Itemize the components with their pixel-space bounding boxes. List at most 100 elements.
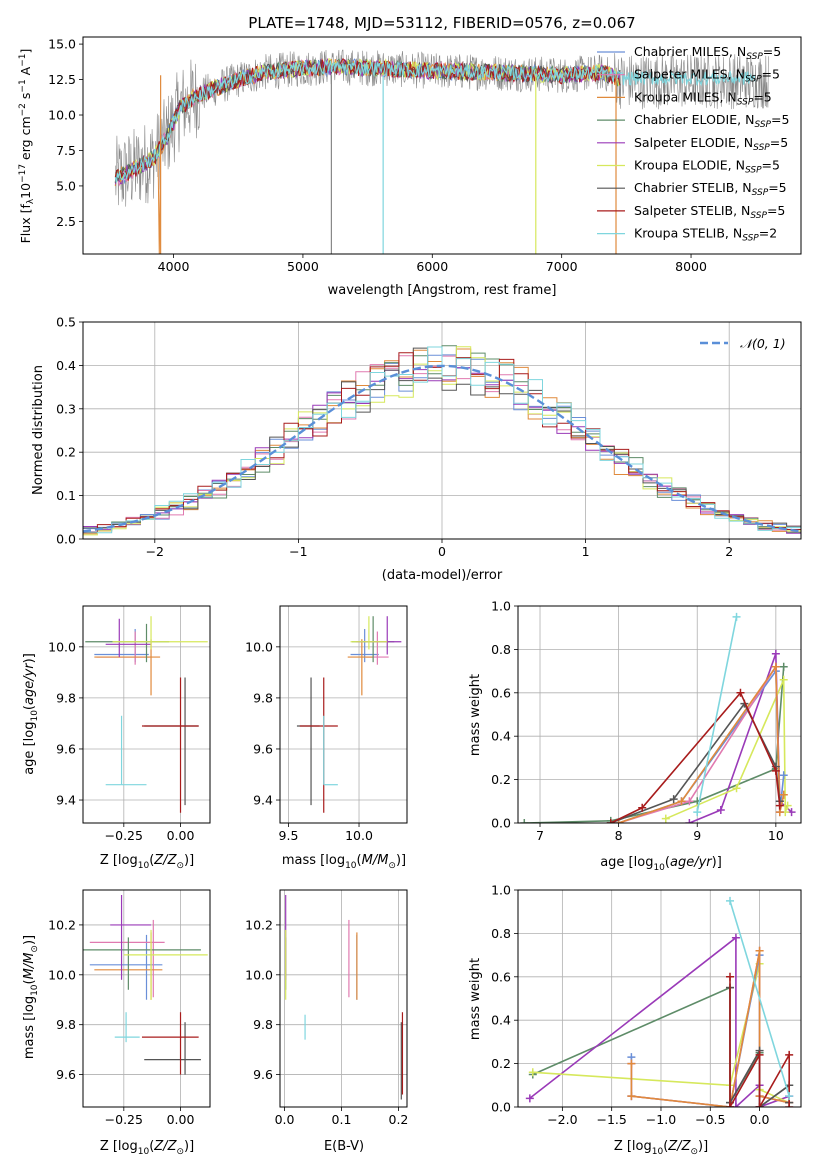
x-tick-label: 7 — [536, 828, 544, 843]
errorbar-chabrier_stelib — [144, 677, 199, 806]
y-tick-label: 9.6 — [56, 1067, 76, 1082]
y-tick-label: 9.4 — [56, 793, 76, 808]
x-tick-label: 0.0 — [275, 1112, 295, 1127]
weight-marker-salpeter_stelib — [638, 803, 647, 812]
errorbars — [296, 616, 402, 813]
y-tick-label: 0.4 — [491, 729, 511, 744]
legend-subscript: SSP — [750, 211, 767, 221]
residual-ylabel: Normed distribution — [31, 365, 46, 495]
weight-marker-kroupa_elodie — [783, 801, 792, 810]
x-tick-label: 0.00 — [167, 1112, 195, 1127]
legend-label: Kroupa ELODIE, NSSP=5 — [634, 158, 780, 176]
y-tick-label: 1.0 — [491, 883, 511, 898]
y-tick-label: 10.0 — [48, 967, 76, 982]
x-tick-label: −0.5 — [695, 1112, 725, 1127]
y-tick-label: 0.3 — [56, 401, 76, 416]
y-tick-label: 15.0 — [48, 37, 76, 52]
histogram-kroupa_miles — [83, 348, 801, 537]
spectrum-xlabel: wavelength [Angstrom, rest frame] — [328, 283, 557, 298]
x-tick-label: −0.25 — [105, 1112, 143, 1127]
errorbars — [85, 616, 208, 813]
weight-marker-kroupa_elodie — [661, 814, 670, 823]
weight-z-xlabel: Z [log10(Z/Z⊙)] — [614, 1139, 708, 1157]
x-tick-label: −2.0 — [547, 1112, 577, 1127]
weight-line-chabrier_stelib — [610, 702, 781, 823]
weight-age-xlabel: age [log10(age/yr)] — [600, 855, 722, 873]
weight-vs-metallicity-panel: −2.0 −1.5 −1.0 −0.5 0.0 0.0 0.2 0.4 0.6 0.8 1.0 — [491, 883, 802, 1127]
axes-frame — [82, 36, 802, 255]
y-tick-label: 0.4 — [56, 358, 76, 373]
axes-frame — [517, 605, 802, 824]
weight-marker-salpeter_stelib — [726, 972, 735, 981]
legend-label: Chabrier ELODIE, NSSP=5 — [634, 112, 789, 130]
legend-text: Kroupa STELIB, N — [634, 226, 742, 241]
weight-marker-kroupa_miles — [627, 1092, 636, 1101]
legend-text: Kroupa MILES, N — [634, 89, 737, 104]
y-tick-label: 0.2 — [491, 1056, 511, 1071]
weight-marker-salpeter_elodie — [525, 1094, 534, 1103]
legend-text: Salpeter STELIB, N — [634, 203, 750, 218]
weight-marker-kroupa_stelib — [732, 612, 741, 621]
weight-age-ylabel: mass weight — [468, 674, 483, 756]
weight-marker-chabrier_stelib — [669, 795, 678, 804]
legend-label: Salpeter MILES, NSSP=5 — [634, 67, 780, 85]
y-tick-label: 10.2 — [245, 917, 273, 932]
errorbar-kroupa_miles — [347, 639, 374, 696]
weight-line-chabrier_elodie — [524, 666, 785, 823]
y-tick-label: 0.0 — [491, 816, 511, 831]
legend-subscript: SSP — [746, 52, 763, 62]
weight-marker-salpeter_elodie — [716, 805, 725, 814]
y-tick-label: 0.2 — [491, 772, 511, 787]
weight-marker-salpeter_elodie — [731, 933, 740, 942]
weight-marker-kroupa_miles — [771, 662, 780, 671]
legend-subscript: SSP — [753, 143, 770, 153]
legend-value: =5 — [762, 67, 780, 82]
errorbar-salpeter_stelib — [141, 1012, 199, 1075]
spectrum-title: PLATE=1748, MJD=53112, FIBERID=0576, z=0… — [248, 14, 635, 32]
y-tick-label: 9.6 — [253, 741, 273, 756]
weight-marker-salpeter_elodie — [685, 819, 694, 823]
normal-curve — [83, 364, 801, 533]
errorbar-chabrier_elodie — [83, 937, 201, 990]
legend-subscript: SSP — [737, 97, 754, 107]
weight-marker-kroupa_miles — [627, 1059, 636, 1068]
y-tick-label: 9.6 — [56, 741, 76, 756]
histogram-salpeter_miles — [83, 355, 801, 534]
model-spectrum-salpeter_stelib — [114, 57, 621, 181]
errorbar-chabrier_stelib — [144, 1022, 201, 1075]
x-tick-label: 8 — [615, 828, 623, 843]
weight-lines — [520, 612, 796, 823]
legend-subscript: SSP — [745, 75, 762, 85]
weight-line-kroupa_stelib — [729, 900, 790, 1097]
legend-value: =5 — [771, 112, 789, 127]
legend-text: Salpeter ELODIE, N — [634, 135, 753, 150]
x-tick-label: −2 — [146, 544, 164, 559]
weight-marker-kroupa_miles — [779, 790, 788, 799]
weight-line-salpeter_elodie — [529, 936, 790, 1107]
legend-label: Kroupa STELIB, NSSP=2 — [634, 226, 777, 244]
legend-subscript: SSP — [752, 188, 769, 198]
y-tick-label: 5.0 — [56, 178, 76, 193]
weight-marker-salpeter_elodie — [771, 649, 780, 658]
weight-marker-salpeter_stelib — [755, 1050, 764, 1059]
x-tick-label: 0.00 — [167, 828, 195, 843]
weight-lines — [525, 896, 794, 1107]
age-z-xlabel: Z [log10(Z/Z⊙)] — [100, 853, 194, 871]
age-vs-mass-panel: 9.5 10.0 9.4 9.6 9.8 10.0 — [245, 605, 408, 843]
x-tick-label: 7000 — [546, 259, 578, 274]
histogram-kroupa_elodie — [83, 346, 801, 536]
axes-frame — [82, 321, 802, 540]
legend-value: =5 — [753, 89, 771, 104]
mass-vs-metallicity-panel: −0.25 0.00 9.6 9.8 10.0 10.2 — [48, 889, 211, 1127]
y-tick-label: 0.6 — [491, 969, 511, 984]
weight-marker-salpeter_stelib — [771, 766, 780, 775]
errorbar-chabrier_stelib — [296, 677, 320, 806]
weight-vs-age-panel: 7 8 9 10 0.0 0.2 0.4 0.6 0.8 1.0 — [491, 599, 802, 843]
x-tick-label: 5000 — [287, 259, 319, 274]
errorbars — [83, 894, 208, 1075]
axes-frame — [82, 889, 211, 1108]
legend-label: Chabrier STELIB, NSSP=5 — [634, 180, 787, 198]
age-z-ylabel: age [log10(age/yr)] — [22, 653, 40, 775]
